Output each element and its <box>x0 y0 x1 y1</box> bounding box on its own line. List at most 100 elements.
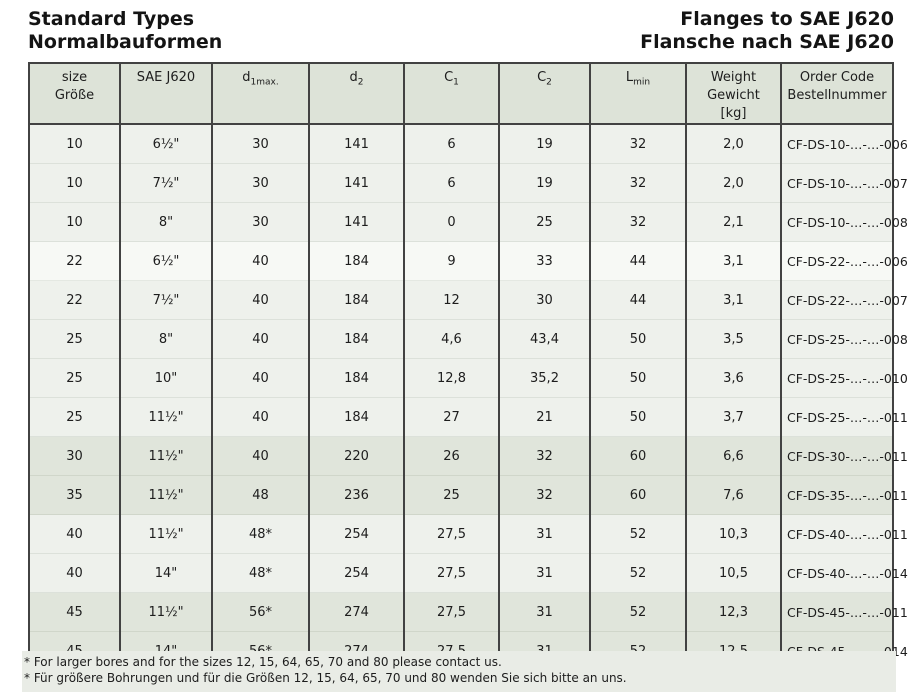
cell-c2: 43,4 <box>498 319 591 359</box>
table-row: 40 11½" 48* 254 27,5 31 52 10,3 CF-DS-40-…-…-011 <box>28 514 908 554</box>
cell-d1max: 30 <box>211 163 310 203</box>
cell-lmin: 60 <box>589 475 687 515</box>
cell-order-code: CF-DS-10-…-…-007 <box>780 163 908 203</box>
cell-order-code: CF-DS-10-…-…-006 <box>780 124 908 164</box>
flange-spec-table: size Größe SAE J620 d1max. d2 C1 C2 Lmin Weight G… <box>28 62 908 672</box>
page-subtitle-de: Flansche nach SAE J620 <box>640 31 894 53</box>
cell-lmin: 32 <box>589 163 687 203</box>
cell-weight-kg: 3,6 <box>685 358 782 398</box>
cell-c2: 21 <box>498 397 591 437</box>
cell-c2: 25 <box>498 202 591 242</box>
footnotes: * For larger bores and for the sizes 12,… <box>22 651 896 692</box>
cell-d1max: 40 <box>211 241 310 281</box>
cell-lmin: 52 <box>589 514 687 554</box>
cell-d2: 274 <box>308 592 405 632</box>
cell-weight-kg: 2,0 <box>685 163 782 203</box>
cell-weight-kg: 2,1 <box>685 202 782 242</box>
cell-c1: 0 <box>403 202 500 242</box>
cell-size: 40 <box>28 514 121 554</box>
titlebar: Standard Types Normalbauformen Flanges t… <box>28 8 894 54</box>
cell-order-code: CF-DS-25-…-…-011 <box>780 397 908 437</box>
cell-c2: 30 <box>498 280 591 320</box>
cell-d2: 236 <box>308 475 405 515</box>
footnote-en: * For larger bores and for the sizes 12,… <box>24 655 502 669</box>
cell-weight-kg: 7,6 <box>685 475 782 515</box>
cell-c2: 31 <box>498 514 591 554</box>
cell-d1max: 30 <box>211 202 310 242</box>
footnote-de: * Für größere Bohrungen und für die Größ… <box>24 671 627 685</box>
cell-c2: 33 <box>498 241 591 281</box>
cell-d2: 254 <box>308 553 405 593</box>
cell-c1: 27,5 <box>403 553 500 593</box>
cell-lmin: 60 <box>589 436 687 476</box>
cell-d2: 184 <box>308 358 405 398</box>
cell-size: 10 <box>28 202 121 242</box>
cell-c1: 27,5 <box>403 514 500 554</box>
cell-c1: 12,8 <box>403 358 500 398</box>
cell-lmin: 50 <box>589 358 687 398</box>
cell-d1max: 48* <box>211 514 310 554</box>
table-row: 10 7½" 30 141 6 19 32 2,0 CF-DS-10-…-…-007 <box>28 163 908 203</box>
table-row: 25 10" 40 184 12,8 35,2 50 3,6 CF-DS-25-…-…-010 <box>28 358 908 398</box>
cell-order-code: CF-DS-25-…-…-008 <box>780 319 908 359</box>
cell-weight-kg: 3,7 <box>685 397 782 437</box>
cell-size: 22 <box>28 241 121 281</box>
cell-order-code: CF-DS-40-…-…-011 <box>780 514 908 554</box>
cell-order-code: CF-DS-45-…-…-011 <box>780 592 908 632</box>
cell-d1max: 40 <box>211 397 310 437</box>
cell-c1: 12 <box>403 280 500 320</box>
column-header-weight-kg: Weight Gewicht [kg] <box>685 63 782 125</box>
cell-sae-j620: 11½" <box>119 397 213 437</box>
cell-lmin: 52 <box>589 553 687 593</box>
page-title-de: Normalbauformen <box>28 31 223 53</box>
cell-sae-j620: 7½" <box>119 163 213 203</box>
cell-d1max: 40 <box>211 280 310 320</box>
cell-c2: 32 <box>498 436 591 476</box>
cell-lmin: 32 <box>589 124 687 164</box>
cell-c1: 6 <box>403 124 500 164</box>
column-header-d2: d2 <box>308 63 405 125</box>
cell-sae-j620: 6½" <box>119 241 213 281</box>
cell-size: 40 <box>28 553 121 593</box>
cell-order-code: CF-DS-40-…-…-014 <box>780 553 908 593</box>
page-title-right: Flanges to SAE J620 Flansche nach SAE J6… <box>640 8 894 54</box>
cell-order-code: CF-DS-35-…-…-011 <box>780 475 908 515</box>
cell-d2: 254 <box>308 514 405 554</box>
cell-d2: 141 <box>308 124 405 164</box>
cell-weight-kg: 10,3 <box>685 514 782 554</box>
cell-c2: 19 <box>498 124 591 164</box>
cell-c2: 35,2 <box>498 358 591 398</box>
cell-weight-kg: 12,3 <box>685 592 782 632</box>
table-row: 10 8" 30 141 0 25 32 2,1 CF-DS-10-…-…-008 <box>28 202 908 242</box>
table-row: 40 14" 48* 254 27,5 31 52 10,5 CF-DS-40-…-…-014 <box>28 553 908 593</box>
cell-c1: 9 <box>403 241 500 281</box>
cell-d1max: 40 <box>211 319 310 359</box>
cell-sae-j620: 8" <box>119 202 213 242</box>
cell-weight-kg: 6,6 <box>685 436 782 476</box>
cell-order-code: CF-DS-30-…-…-011 <box>780 436 908 476</box>
column-header-size: size Größe <box>28 63 121 125</box>
cell-c1: 26 <box>403 436 500 476</box>
cell-weight-kg: 2,0 <box>685 124 782 164</box>
table-row: 25 8" 40 184 4,6 43,4 50 3,5 CF-DS-25-…-…-008 <box>28 319 908 359</box>
table-row: 10 6½" 30 141 6 19 32 2,0 CF-DS-10-…-…-006 <box>28 124 908 164</box>
column-header-d1max: d1max. <box>211 63 310 125</box>
cell-c1: 4,6 <box>403 319 500 359</box>
cell-sae-j620: 10" <box>119 358 213 398</box>
cell-size: 25 <box>28 319 121 359</box>
cell-lmin: 44 <box>589 280 687 320</box>
cell-lmin: 50 <box>589 397 687 437</box>
cell-weight-kg: 10,5 <box>685 553 782 593</box>
cell-size: 10 <box>28 163 121 203</box>
cell-sae-j620: 11½" <box>119 592 213 632</box>
cell-size: 35 <box>28 475 121 515</box>
page-subtitle-en: Flanges to SAE J620 <box>680 8 894 30</box>
cell-c2: 31 <box>498 553 591 593</box>
cell-lmin: 32 <box>589 202 687 242</box>
cell-d1max: 30 <box>211 124 310 164</box>
cell-sae-j620: 7½" <box>119 280 213 320</box>
cell-c2: 31 <box>498 592 591 632</box>
cell-c2: 32 <box>498 475 591 515</box>
cell-d1max: 40 <box>211 358 310 398</box>
table-row: 25 11½" 40 184 27 21 50 3,7 CF-DS-25-…-…-011 <box>28 397 908 437</box>
